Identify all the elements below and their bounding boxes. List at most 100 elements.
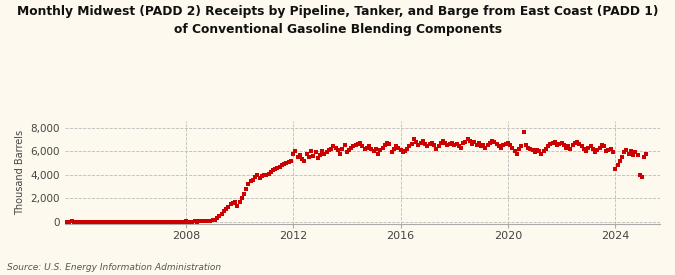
Point	[55, 220, 66, 224]
Point	[570, 141, 580, 145]
Point	[362, 145, 373, 150]
Point	[281, 161, 292, 165]
Point	[628, 153, 639, 157]
Point	[567, 143, 578, 147]
Point	[167, 220, 178, 224]
Point	[82, 220, 92, 224]
Point	[466, 142, 477, 146]
Point	[498, 143, 509, 147]
Point	[180, 219, 191, 224]
Point	[113, 220, 124, 224]
Point	[248, 177, 259, 182]
Point	[469, 139, 480, 144]
Point	[64, 219, 75, 224]
Point	[326, 147, 337, 151]
Point	[98, 220, 109, 224]
Point	[626, 149, 637, 153]
Point	[440, 141, 451, 145]
Point	[518, 130, 529, 134]
Point	[451, 142, 462, 146]
Point	[587, 147, 598, 151]
Point	[429, 143, 439, 147]
Point	[366, 147, 377, 151]
Point	[346, 145, 356, 150]
Point	[357, 144, 368, 149]
Point	[487, 138, 497, 143]
Point	[442, 143, 453, 147]
Point	[603, 148, 614, 152]
Point	[425, 142, 435, 146]
Point	[304, 155, 315, 159]
Point	[100, 220, 111, 224]
Point	[335, 151, 346, 156]
Point	[73, 220, 84, 224]
Point	[529, 150, 540, 155]
Point	[93, 219, 104, 224]
Point	[53, 220, 63, 224]
Point	[232, 203, 242, 208]
Point	[610, 167, 620, 171]
Point	[386, 150, 397, 155]
Point	[352, 142, 363, 146]
Point	[313, 156, 323, 161]
Point	[238, 191, 249, 196]
Point	[86, 220, 97, 224]
Point	[111, 220, 122, 224]
Point	[290, 149, 301, 153]
Point	[495, 145, 506, 150]
Point	[227, 201, 238, 205]
Point	[286, 158, 296, 163]
Point	[476, 144, 487, 149]
Point	[355, 141, 366, 145]
Point	[514, 147, 524, 151]
Point	[344, 148, 354, 152]
Point	[641, 151, 652, 156]
Point	[449, 143, 460, 147]
Point	[267, 168, 278, 172]
Point	[431, 147, 441, 151]
Point	[337, 147, 348, 151]
Point	[216, 211, 227, 216]
Point	[296, 157, 307, 162]
Point	[142, 220, 153, 224]
Point	[580, 149, 591, 153]
Point	[136, 220, 146, 224]
Point	[129, 220, 140, 224]
Point	[578, 147, 589, 151]
Point	[596, 143, 607, 147]
Y-axis label: Thousand Barrels: Thousand Barrels	[15, 130, 25, 215]
Point	[556, 141, 567, 145]
Point	[185, 219, 196, 224]
Point	[328, 144, 339, 149]
Point	[393, 145, 404, 150]
Point	[243, 182, 254, 186]
Point	[473, 141, 484, 145]
Point	[388, 147, 399, 151]
Point	[205, 219, 216, 224]
Point	[560, 145, 571, 150]
Point	[404, 144, 415, 149]
Point	[406, 142, 417, 146]
Text: Source: U.S. Energy Information Administration: Source: U.S. Energy Information Administ…	[7, 263, 221, 272]
Point	[51, 220, 61, 224]
Point	[418, 138, 429, 143]
Point	[147, 220, 158, 224]
Point	[359, 147, 370, 151]
Point	[212, 216, 223, 221]
Point	[453, 144, 464, 149]
Point	[402, 147, 412, 151]
Point	[502, 141, 513, 145]
Point	[165, 220, 176, 224]
Point	[493, 144, 504, 149]
Point	[456, 145, 466, 150]
Point	[505, 143, 516, 147]
Point	[614, 158, 625, 163]
Point	[46, 219, 57, 224]
Point	[482, 143, 493, 147]
Point	[169, 220, 180, 224]
Point	[154, 220, 165, 224]
Point	[156, 220, 167, 224]
Point	[369, 149, 379, 153]
Point	[619, 150, 630, 155]
Point	[183, 219, 194, 224]
